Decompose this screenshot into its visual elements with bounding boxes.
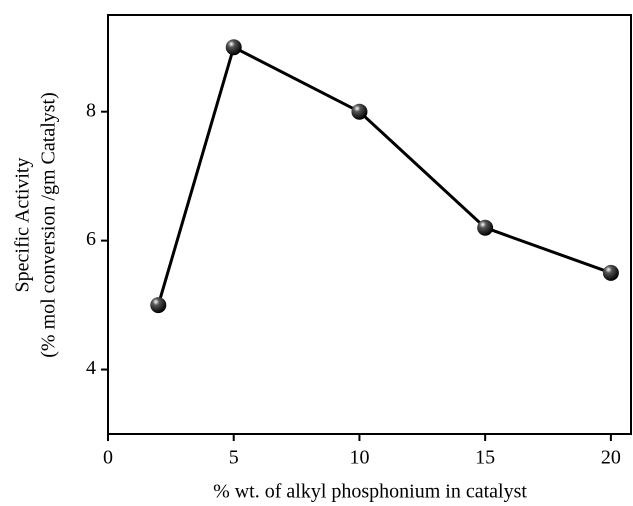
data-point <box>351 103 368 120</box>
x-tick-label: 0 <box>103 447 113 469</box>
y-tick-label: 4 <box>86 357 96 379</box>
data-point <box>477 219 494 236</box>
x-tick-label: 10 <box>349 447 369 469</box>
y-axis-label: (% mol conversion /gm Catalyst) <box>38 92 60 358</box>
y-tick-label: 6 <box>86 228 96 250</box>
data-point <box>225 39 242 56</box>
data-point <box>602 264 619 281</box>
y-tick-label: 8 <box>86 99 96 121</box>
x-tick-label: 15 <box>475 447 495 469</box>
data-point <box>150 297 167 314</box>
data-line <box>156 45 612 306</box>
plot-frame <box>107 14 632 435</box>
x-axis-label: % wt. of alkyl phosphonium in catalyst <box>213 481 527 503</box>
x-tick-label: 5 <box>229 447 239 469</box>
x-tick-label: 20 <box>601 447 621 469</box>
y-axis-label: Specific Activity <box>12 158 34 293</box>
